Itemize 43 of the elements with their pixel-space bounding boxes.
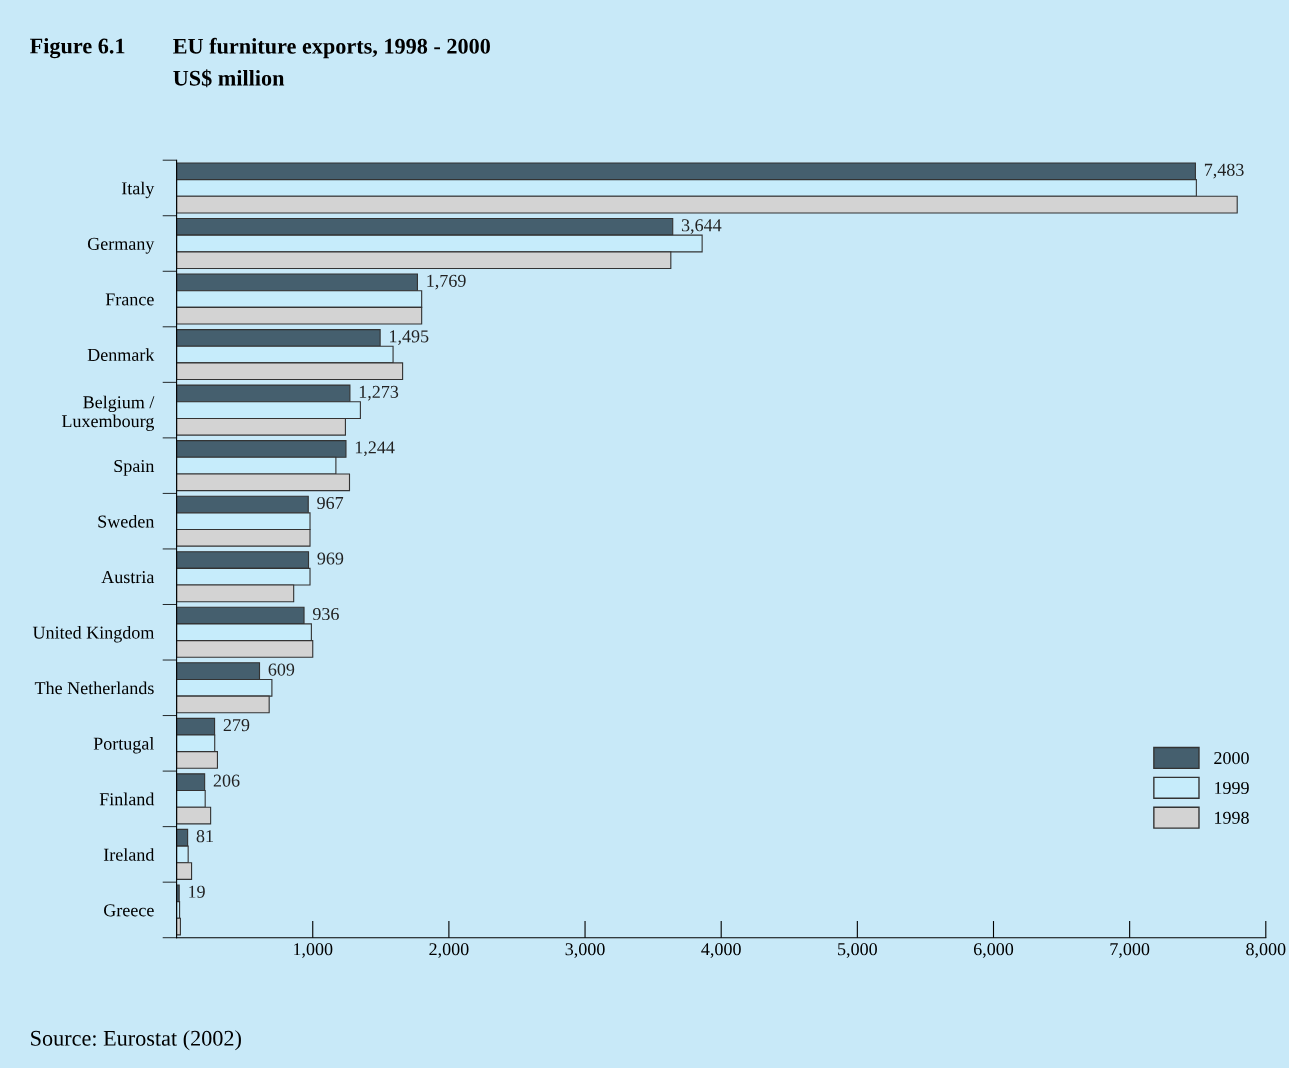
data-label: 206 xyxy=(213,774,240,787)
legend-label: 1998 xyxy=(1215,811,1249,824)
data-label: 936 xyxy=(312,607,339,621)
legend-label: 1999 xyxy=(1215,781,1249,795)
y-tick-label: Germany xyxy=(87,237,155,254)
y-tick-label: Belgium / Luxembourg xyxy=(61,395,155,431)
y-tick-label: Finland xyxy=(99,792,155,806)
legend-label: 2000 xyxy=(1214,751,1249,765)
y-tick-label: France xyxy=(105,293,154,306)
y-tick-label: Portugal xyxy=(93,737,155,754)
y-tick-label: Ireland xyxy=(103,848,155,861)
source-note: Source: Eurostat (2002) xyxy=(31,1030,241,1051)
y-tick-label: The Netherlands xyxy=(34,681,154,695)
y-tick-label: United Kingdom xyxy=(32,625,155,643)
x-tick-label: 2,000 xyxy=(429,943,469,958)
y-tick-label: Denmark xyxy=(87,348,155,362)
data-label: 1,769 xyxy=(427,274,466,290)
data-label: 1,495 xyxy=(390,330,429,346)
data-label: 969 xyxy=(317,552,344,565)
data-label: 967 xyxy=(317,496,344,510)
data-label: 19 xyxy=(189,885,205,898)
y-tick-label: Greece xyxy=(104,904,154,917)
data-label: 1,273 xyxy=(359,385,399,401)
data-label: 7,483 xyxy=(1204,163,1244,179)
y-tick-label: Italy xyxy=(121,181,155,199)
data-label: 1,244 xyxy=(355,441,395,457)
x-tick-label: 7,000 xyxy=(1110,943,1150,958)
data-label: 609 xyxy=(268,663,295,676)
chart-subtitle: US$ million xyxy=(173,69,285,88)
x-tick-label: 8,000 xyxy=(1246,943,1286,958)
y-tick-label: Austria xyxy=(101,571,155,584)
y-tick-label: Spain xyxy=(114,459,155,476)
x-tick-label: 3,000 xyxy=(565,943,605,958)
data-label: 279 xyxy=(223,719,250,732)
data-label: 81 xyxy=(196,830,213,843)
x-tick-label: 4,000 xyxy=(701,943,741,958)
data-label: 3,644 xyxy=(681,219,722,234)
chart-title: EU furniture exports, 1998 - 2000 xyxy=(173,37,490,59)
x-tick-label: 1,000 xyxy=(294,943,333,958)
y-tick-label: Sweden xyxy=(98,514,155,528)
caption: Figure 6.1 xyxy=(30,37,125,59)
x-tick-label: 6,000 xyxy=(973,943,1014,958)
x-tick-label: 5,000 xyxy=(838,943,877,958)
